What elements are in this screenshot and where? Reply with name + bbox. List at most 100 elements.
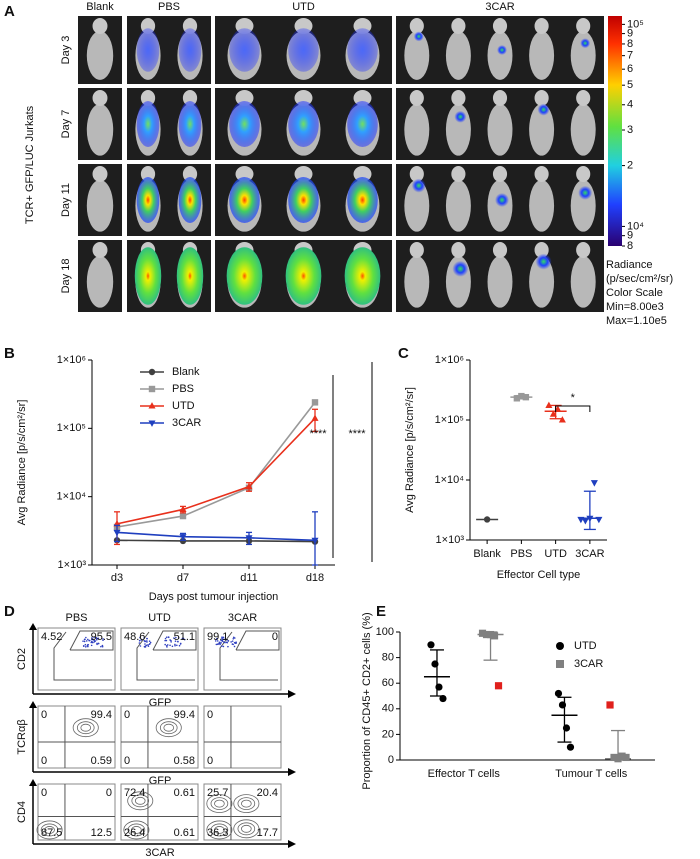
marker <box>439 694 447 703</box>
scale-text: Min=8.00e3 <box>606 301 664 313</box>
mouse <box>529 255 555 308</box>
marker <box>558 416 566 423</box>
mouse <box>570 30 596 80</box>
event <box>84 643 87 646</box>
mouse <box>487 30 513 80</box>
signal <box>136 100 160 148</box>
marker <box>494 682 503 690</box>
contour <box>214 826 225 834</box>
y-tick-label: 1×10⁶ <box>435 354 464 366</box>
event <box>169 644 171 647</box>
signal <box>176 247 204 305</box>
signal <box>497 45 507 55</box>
signal <box>134 247 162 305</box>
colorbar-tick-label: 4 <box>627 99 633 111</box>
gate-value: 0 <box>207 709 213 721</box>
event <box>221 639 224 642</box>
event <box>220 642 222 644</box>
colorbar <box>608 16 622 246</box>
gate-value: 0 <box>41 755 47 767</box>
event <box>85 636 87 639</box>
legend-marker <box>148 385 156 393</box>
contour <box>40 823 59 837</box>
event <box>84 646 87 648</box>
gate <box>136 631 195 681</box>
contour <box>131 794 150 808</box>
y-tick-label: 1×10⁴ <box>56 491 86 503</box>
mouse-head <box>92 242 108 258</box>
row-label: Day 3 <box>60 36 72 65</box>
significance-bracket <box>555 405 591 412</box>
contour <box>233 794 260 813</box>
significance: * <box>571 392 576 404</box>
signal <box>452 260 469 277</box>
event <box>146 637 148 640</box>
marker <box>581 518 589 525</box>
event <box>84 638 86 641</box>
event <box>82 640 84 642</box>
signal <box>454 110 467 123</box>
event <box>167 636 170 638</box>
event <box>165 636 168 639</box>
signal <box>535 253 552 270</box>
event <box>138 639 141 642</box>
event <box>223 638 225 641</box>
event <box>232 643 234 646</box>
gate-value: 0.61 <box>174 787 195 799</box>
gate <box>69 630 114 651</box>
flow-plot <box>203 705 282 769</box>
gate-value: 95.5 <box>91 631 112 643</box>
event <box>139 636 141 639</box>
mouse-head <box>576 166 591 182</box>
signal <box>288 28 319 72</box>
x-tick-label: Effector T cells <box>428 768 501 780</box>
panel-label: C <box>398 345 409 362</box>
gate-value: 4.52 <box>41 631 62 643</box>
mouse <box>404 255 430 308</box>
contour <box>241 799 252 808</box>
event <box>85 640 88 642</box>
gate-value: 36.3 <box>207 827 228 839</box>
event <box>165 639 168 642</box>
y-tick-label: 1×10⁶ <box>57 354 86 366</box>
column-header: 3CAR <box>485 1 514 13</box>
arrow-head <box>288 768 296 776</box>
row-label: Day 11 <box>60 183 72 217</box>
colorbar-tick-label: 7 <box>627 50 633 62</box>
signal <box>178 28 202 72</box>
gate-value: 0 <box>124 709 130 721</box>
panel-label: A <box>4 3 15 20</box>
contour <box>131 826 142 834</box>
event <box>225 641 228 644</box>
significance: **** <box>348 428 366 440</box>
event <box>235 642 237 644</box>
event <box>220 645 223 647</box>
contour <box>206 794 233 813</box>
gate-value: 26.4 <box>124 827 145 839</box>
signal <box>285 247 322 305</box>
event <box>140 639 143 641</box>
arrow-head <box>288 840 296 848</box>
event <box>170 641 172 643</box>
flow-plot <box>37 783 116 841</box>
event <box>91 638 94 641</box>
y-tick-label: 0 <box>388 754 394 766</box>
series-line <box>116 417 316 525</box>
marker <box>245 482 253 490</box>
signal <box>411 178 426 193</box>
event <box>96 643 98 646</box>
mouse <box>86 30 114 80</box>
gate-value: 0.61 <box>174 827 195 839</box>
event <box>91 640 93 643</box>
event <box>216 638 218 640</box>
column-header: UTD <box>292 1 315 13</box>
event <box>176 644 178 647</box>
contour <box>214 799 225 808</box>
y-tick-label: 40 <box>382 703 394 715</box>
mouse <box>487 255 513 308</box>
contour <box>210 797 229 810</box>
event <box>232 636 235 639</box>
marker <box>245 535 253 542</box>
gate-value: 0 <box>41 787 47 799</box>
event <box>147 645 150 647</box>
